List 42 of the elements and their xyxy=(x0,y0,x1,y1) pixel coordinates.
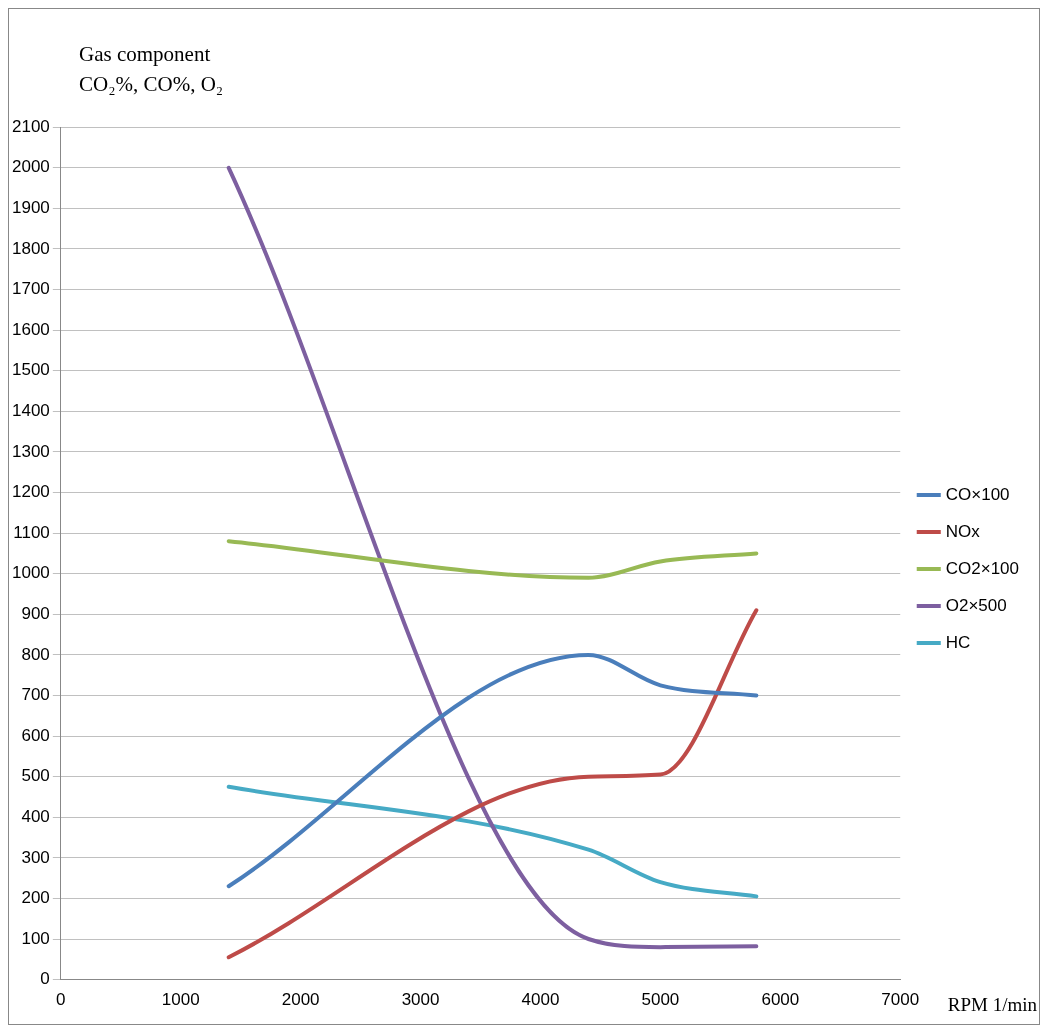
legend-label: NOx xyxy=(945,521,981,541)
y-tick-label: 500 xyxy=(21,766,50,786)
y-axis-title: Gas component CO₂%, CO%, O₂ xyxy=(79,41,224,98)
y-tick-label: 700 xyxy=(21,685,50,705)
line-series xyxy=(226,784,759,899)
y-tick-label: 2000 xyxy=(11,157,50,177)
x-axis-title: RPM 1/min xyxy=(947,994,1037,1016)
y-tick-label: 800 xyxy=(21,644,50,664)
x-tick-label: 4000 xyxy=(521,990,560,1010)
y-tick-label: 400 xyxy=(21,806,50,826)
legend-label: CO×100 xyxy=(945,484,1010,504)
y-tick-label: 1600 xyxy=(11,319,50,339)
x-tick-label: 6000 xyxy=(761,990,800,1010)
line-series xyxy=(226,539,759,580)
x-tick-label: 0 xyxy=(56,990,66,1010)
legend-label: HC xyxy=(945,632,971,652)
y-tick-label: 200 xyxy=(21,888,50,908)
y-tick-label: 1300 xyxy=(11,441,50,461)
y-tick-label: 900 xyxy=(21,603,50,623)
y-tick-label: 300 xyxy=(21,847,50,867)
y-tick-label: 1200 xyxy=(11,482,50,502)
y-tick-label: 100 xyxy=(21,928,50,948)
x-tick-label: 7000 xyxy=(881,990,920,1010)
y-tick-label: 2100 xyxy=(11,116,50,136)
y-tick-label: 1400 xyxy=(11,401,50,421)
line-series xyxy=(226,165,759,950)
x-tick-label: 1000 xyxy=(161,990,200,1010)
line-series xyxy=(226,608,759,960)
y-tick-label: 1000 xyxy=(11,563,50,583)
y-tick-label: 1100 xyxy=(13,522,50,542)
y-tick-label: 0 xyxy=(40,969,50,989)
y-tick-label: 600 xyxy=(21,725,50,745)
y-tick-label: 1500 xyxy=(11,360,50,380)
x-tick-label: 5000 xyxy=(641,990,680,1010)
x-tick-label: 2000 xyxy=(281,990,320,1010)
y-tick-label: 1800 xyxy=(11,238,50,258)
line-series xyxy=(226,652,759,889)
legend-label: CO2×100 xyxy=(945,558,1019,578)
x-tick-label: 3000 xyxy=(401,990,440,1010)
legend-label: O2×500 xyxy=(945,595,1007,615)
y-tick-label: 1900 xyxy=(11,198,50,218)
y-tick-label: 1700 xyxy=(11,279,50,299)
